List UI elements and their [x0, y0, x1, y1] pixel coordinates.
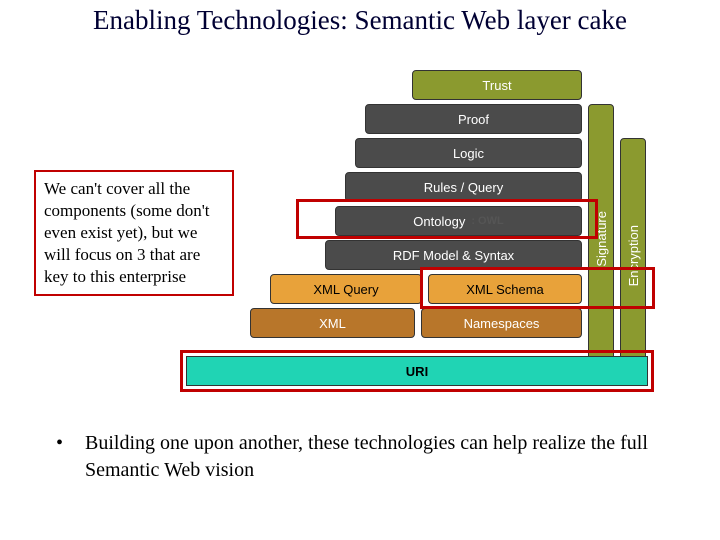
- focus-callout: We can't cover all the components (some …: [34, 170, 234, 296]
- layer-rdf: RDF Model & Syntax: [325, 240, 582, 270]
- layer-proof: Proof: [365, 104, 582, 134]
- layer-namespaces: Namespaces: [421, 308, 582, 338]
- layer-rules-query: Rules / Query: [345, 172, 582, 202]
- layer-proof-label: Proof: [458, 112, 489, 127]
- layer-rules-label: Rules / Query: [424, 180, 503, 195]
- layer-logic-label: Logic: [453, 146, 484, 161]
- layer-xml-label: XML: [319, 316, 346, 331]
- bullet-text: Building one upon another, these technol…: [85, 430, 664, 484]
- layer-xml-query: XML Query: [270, 274, 422, 304]
- layer-logic: Logic: [355, 138, 582, 168]
- focus-box-xmlschema: [420, 267, 655, 309]
- layer-namespaces-label: Namespaces: [464, 316, 540, 331]
- layer-xml: XML: [250, 308, 415, 338]
- layer-signature: Signature: [588, 104, 614, 374]
- bullet-item: • Building one upon another, these techn…: [54, 430, 664, 484]
- layer-trust: Trust: [412, 70, 582, 100]
- layer-encryption: Encryption: [620, 138, 646, 374]
- focus-box-uri: [180, 350, 654, 392]
- focus-box-ontology: [296, 199, 598, 239]
- layer-xmlquery-label: XML Query: [313, 282, 378, 297]
- page-title: Enabling Technologies: Semantic Web laye…: [0, 4, 720, 38]
- layer-trust-label: Trust: [482, 78, 511, 93]
- bullet-marker: •: [54, 430, 65, 457]
- layer-rdf-label: RDF Model & Syntax: [393, 248, 514, 263]
